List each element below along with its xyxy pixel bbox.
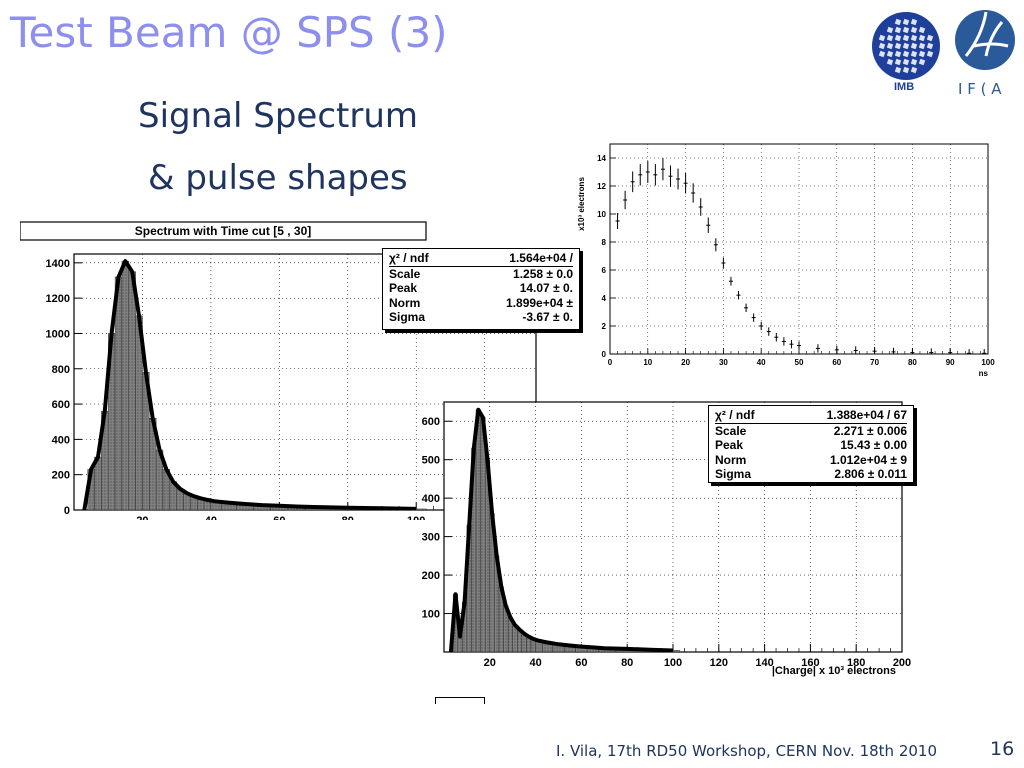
histogram-bin [475,409,481,652]
x-tick-label: 30 [719,358,728,367]
stat-label: Sigma [389,310,426,324]
y-tick-label: 1400 [46,258,70,270]
x-tick-label: 0 [608,358,613,367]
y-tick-label: 400 [422,493,440,505]
y-tick-label: 2 [602,322,607,331]
stat-value: 2.806 ± 0.011 [834,467,907,481]
imb-logo-label: IMB [894,81,914,92]
stat-value: -3.67 ± 0. [522,310,573,324]
stat-label: Peak [715,438,744,452]
x-tick-label: 60 [575,657,587,669]
ifca-logo-label: I F ( A [958,80,1002,98]
stats-box-charge: χ² / ndf 1.388e+04 / 67 Scale 2.271 ± 0.00… [708,405,914,483]
stat-label: χ² / ndf [715,408,755,422]
x-tick-label: 20 [136,515,148,520]
stat-value: 2.271 ± 0.006 [833,423,907,438]
y-tick-label: 1000 [46,328,70,340]
stat-value: 15.43 ± 0.00 [840,438,907,452]
y-tick-label: 300 [422,532,440,544]
x-tick-label: 180 [847,657,865,669]
x-axis-label: ns [979,369,989,376]
x-tick-label: 100 [664,657,682,669]
page-number: 16 [990,738,1015,760]
stat-label: Norm [715,452,747,467]
pulse-shape-plot: 0 10 20 30 40 50 60 70 80 90 100 0 2 4 6 8 10 12 14 x10³ el… [572,136,1022,376]
x-tick-label: 20 [484,657,496,669]
slide-title: Test Beam @ SPS (3) [10,8,448,57]
x-tick-label: 60 [832,358,841,367]
x-tick-label: 120 [710,657,728,669]
x-tick-label: 80 [621,657,633,669]
stat-value: 1.012e+04 ± 9 [830,452,907,467]
y-tick-label: 0 [64,505,70,517]
x-tick-label: 60 [273,515,285,520]
imb-logo: IMB [868,8,948,97]
y-tick-label: 200 [52,470,70,482]
x-tick-label: 10 [643,358,652,367]
x-tick-label: 140 [755,657,773,669]
x-tick-label: 80 [908,358,917,367]
y-tick-label: 10 [597,210,606,219]
x-tick-label: 100 [981,358,995,367]
fit-curve [448,407,674,652]
x-tick-label: 40 [757,358,766,367]
x-tick-label: 200 [893,657,911,669]
y-tick-label: 200 [422,570,440,582]
y-tick-label: 14 [597,154,606,163]
stat-label: Scale [715,423,747,438]
y-tick-label: 6 [602,266,607,275]
histogram-bin [480,417,486,652]
x-tick-label: 40 [529,657,541,669]
x-tick-label: 80 [342,515,354,520]
subtitle-line-2: & pulse shapes [148,158,408,198]
histogram-bin [457,636,463,652]
y-tick-label: 1200 [46,293,70,305]
y-tick-label: 400 [52,434,70,446]
y-tick-label: 4 [602,294,607,303]
stat-value: 1.899e+04 ± [506,295,573,310]
y-tick-label: 600 [52,399,70,411]
stat-label: Norm [389,295,421,310]
y-tick-label: 500 [422,455,440,467]
stats-box-spectrum: χ² / ndf 1.564e+04 / Scale 1.258 ± 0.0 Pea… [382,248,580,330]
y-tick-label: 100 [422,609,440,621]
clipped-frame [435,697,485,704]
stat-label: Scale [389,266,421,281]
stat-label: χ² / ndf [389,251,429,265]
x-tick-label: 20 [681,358,690,367]
fit-curve [82,259,417,510]
stat-value: 1.564e+04 / [509,251,573,265]
y-axis-label: x10³ electrons [577,177,586,231]
x-tick-label: 90 [946,358,955,367]
chart-title: Spectrum with Time cut [5 , 30] [135,224,311,238]
x-tick-label: 100 [407,515,425,520]
footer-text: I. Vila, 17th RD50 Workshop, CERN Nov. 1… [556,742,937,760]
x-tick-label: 70 [870,358,879,367]
stat-value: 1.258 ± 0.0 [513,266,573,281]
ifca-logo: I F ( A [952,6,1018,103]
y-tick-label: 0 [602,350,607,359]
chart-title-frame [20,221,427,241]
y-tick-label: 800 [52,364,70,376]
y-tick-label: 600 [422,416,440,428]
x-tick-label: 40 [205,515,217,520]
stat-label: Sigma [715,467,752,481]
subtitle-line-1: Signal Spectrum [138,96,419,136]
stat-label: Peak [389,281,418,295]
stat-value: 14.07 ± 0. [519,281,573,295]
y-tick-label: 8 [602,238,607,247]
x-axis-label: |Charge| x 10³ electrons [772,665,896,677]
x-tick-label: 50 [795,358,804,367]
y-tick-label: 12 [597,182,606,191]
stat-value: 1.388e+04 / 67 [826,408,907,422]
histogram-bin [121,260,129,510]
histogram-bin [128,271,136,510]
x-tick-label: 160 [801,657,819,669]
